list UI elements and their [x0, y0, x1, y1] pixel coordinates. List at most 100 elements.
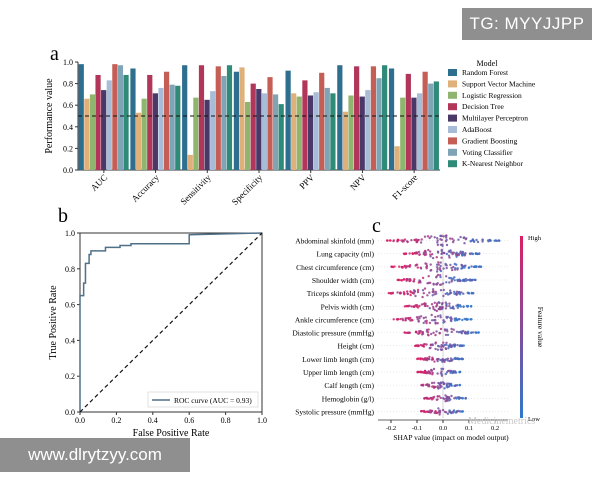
shap-point — [434, 347, 437, 351]
panel-label-c: c — [372, 215, 381, 237]
shap-point — [436, 237, 439, 240]
shap-point — [445, 281, 448, 284]
shap-point — [436, 251, 440, 254]
shap-point — [424, 251, 427, 254]
shap-point — [435, 330, 438, 333]
shap-point — [470, 304, 473, 308]
bar-sensitivity-2 — [187, 154, 193, 170]
feature-label: Diastolic pressure (mmHg) — [292, 329, 374, 338]
shap-point — [430, 303, 434, 306]
shap-point — [417, 250, 421, 254]
shap-point — [445, 395, 448, 399]
shap-point — [449, 263, 452, 267]
shap-point — [403, 305, 406, 308]
shap-point — [426, 304, 429, 308]
shap-point — [429, 250, 432, 253]
shap-point — [472, 239, 475, 242]
shap-point — [435, 292, 438, 295]
shap-point — [416, 317, 419, 321]
shap-point — [422, 321, 425, 325]
x-tick-label: 0.6 — [184, 416, 194, 425]
shap-point — [452, 343, 455, 346]
y-tick-label: 0.8 — [63, 80, 73, 89]
shap-point — [420, 238, 423, 241]
shap-point — [452, 265, 455, 269]
legend-swatch — [448, 160, 457, 168]
legend-swatch — [448, 137, 457, 145]
shap-point — [422, 371, 425, 374]
shap-point — [444, 329, 447, 332]
shap-point — [426, 235, 430, 238]
shap-point — [421, 295, 424, 299]
feature-label: Ankle circumference (cm) — [295, 315, 375, 324]
shap-chart-panel: Abdominal skinfold (mm) Lung capacity (ml… — [292, 234, 545, 442]
shap-point — [462, 236, 465, 240]
shap-point — [459, 235, 462, 239]
shap-point — [437, 387, 440, 390]
shap-point — [444, 234, 447, 237]
shap-point — [435, 309, 439, 313]
shap-point — [421, 289, 425, 292]
shap-point — [446, 333, 450, 337]
shap-point — [427, 410, 430, 414]
legend-label: Voting Classifier — [462, 148, 513, 157]
shap-point — [422, 252, 425, 256]
bar-accuracy-9 — [175, 85, 181, 170]
shap-point — [419, 241, 423, 244]
legend-swatch — [448, 80, 457, 88]
shap-point — [439, 358, 442, 362]
shap-point — [454, 371, 458, 374]
shap-point — [441, 367, 445, 371]
bar-ppv-5 — [307, 95, 314, 170]
shap-point — [432, 290, 435, 294]
shap-point — [442, 321, 445, 324]
shap-point — [441, 282, 445, 285]
bar-accuracy-3 — [141, 98, 147, 170]
shap-point — [443, 251, 446, 255]
shap-point — [435, 283, 439, 286]
shap-point — [396, 291, 399, 294]
shap-point — [440, 343, 443, 347]
shap-point — [453, 262, 456, 266]
shap-point — [401, 266, 404, 269]
shap-point — [456, 253, 459, 256]
x-tick-label: Accuracy — [130, 172, 162, 204]
shap-point — [424, 358, 427, 361]
shap-point — [430, 332, 433, 336]
shap-point — [457, 357, 460, 361]
shap-point — [439, 243, 443, 246]
shap-point — [460, 332, 463, 335]
bar-accuracy-2 — [135, 112, 142, 170]
shap-point — [436, 322, 439, 325]
bar-chart-panel: 0.0 0.2 0.4 0.6 0.8 1.0 Performance value AUC Ac… — [44, 58, 440, 207]
colorbar-title: Feature value — [536, 307, 545, 348]
shap-point — [439, 269, 443, 273]
shap-point — [449, 359, 452, 362]
shap-point — [422, 292, 425, 295]
shap-point — [446, 330, 449, 333]
bar-specificity-9 — [278, 104, 284, 170]
bar-sensitivity-7 — [215, 66, 221, 170]
shap-point — [433, 381, 436, 384]
colorbar-high-label: High — [528, 235, 542, 242]
shap-point — [462, 344, 465, 347]
shap-point — [406, 290, 409, 293]
shap-point — [428, 385, 431, 388]
bar-specificity-3 — [245, 101, 251, 170]
bar-f1-score-1 — [388, 68, 395, 170]
y-tick-label: 0.0 — [65, 408, 75, 417]
shap-point — [445, 243, 449, 247]
shap-point — [438, 345, 441, 348]
shap-point — [442, 235, 445, 238]
shap-point — [420, 315, 423, 318]
shap-point — [427, 275, 430, 278]
shap-point — [462, 305, 465, 308]
shap-point — [390, 265, 394, 268]
shap-point — [477, 265, 480, 268]
shap-point — [451, 240, 455, 244]
shap-point — [432, 305, 435, 309]
shap-point — [409, 291, 412, 294]
shap-point — [441, 359, 445, 362]
shap-point — [389, 292, 393, 295]
